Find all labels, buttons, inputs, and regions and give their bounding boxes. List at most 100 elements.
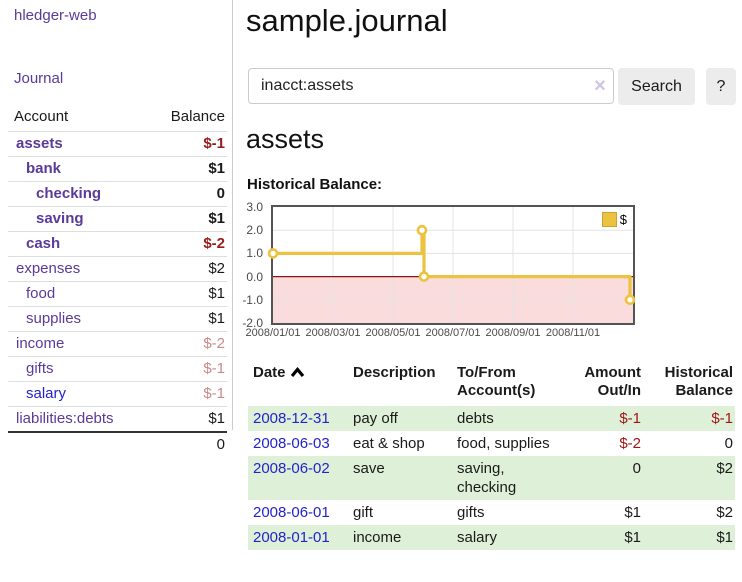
account-link-expenses[interactable]: expenses [16,260,81,277]
transaction-row: 2008-06-02 save saving, checking 0 $2 [248,456,735,500]
clear-search-icon[interactable]: × [594,75,606,97]
account-row: saving $1 [8,206,227,232]
account-balance: $-2 [145,231,227,257]
account-balance: $1 [145,306,227,332]
account-row: checking 0 [8,181,227,207]
y-tick: -2.0 [242,316,263,330]
account-link-bank[interactable]: bank [26,160,62,177]
historical-balance-chart: $ [267,205,636,325]
legend-swatch-icon [601,212,617,227]
account-link-liabilities-debts[interactable]: liabilities:debts [16,410,114,427]
transaction-row: 2008-12-31 pay off debts $-1 $-1 [248,406,735,431]
y-tick: 3.0 [246,200,263,214]
transaction-balance: $-1 [711,410,733,427]
transaction-date-link[interactable]: 2008-01-01 [253,529,330,546]
search-input[interactable] [248,68,614,104]
transaction-accounts: salary [457,529,498,546]
sort-ascending-icon [290,367,304,378]
x-tick: 2008/01/01 [245,327,301,339]
transaction-accounts: gifts [457,504,485,521]
transaction-description: income [353,529,402,546]
transaction-accounts: debts [457,410,494,427]
account-balance: $1 [145,206,227,232]
account-balance: $1 [145,156,227,182]
transaction-balance: $2 [716,504,733,521]
account-heading: assets [246,124,325,154]
page-title: sample.journal [246,3,448,38]
transaction-date-link[interactable]: 2008-06-02 [253,460,330,477]
transaction-description: save [353,460,385,477]
account-link-salary[interactable]: salary [26,385,67,402]
x-tick: 2008/09/01 [485,327,541,339]
account-row: assets $-1 [8,131,227,157]
transactions-table: Date Description To/From Account(s) Amou… [248,362,735,550]
account-row: supplies $1 [8,306,227,332]
column-header-balance: Historical Balance [664,364,733,399]
account-balance: $-2 [145,331,227,357]
account-link-supplies[interactable]: supplies [26,310,82,327]
transaction-date-link[interactable]: 2008-12-31 [253,410,330,427]
x-tick: 2008/11/01 [545,327,601,339]
account-balance: $2 [145,256,227,282]
account-link-assets[interactable]: assets [16,135,63,152]
chart-legend: $ [601,212,627,227]
account-balance: $-1 [145,381,227,407]
x-tick: 2008/05/01 [365,327,421,339]
transaction-date-link[interactable]: 2008-06-01 [253,504,330,521]
chart-title: Historical Balance: [247,176,383,193]
transaction-amount: $-1 [619,410,641,427]
account-link-checking[interactable]: checking [36,185,102,202]
transaction-description: eat & shop [353,435,425,452]
transaction-date-link[interactable]: 2008-06-03 [253,435,330,452]
help-button[interactable]: ? [706,68,736,105]
x-tick: 2008/07/01 [425,327,481,339]
x-tick: 2008/03/01 [305,327,361,339]
transaction-balance: $2 [716,460,733,477]
accounts-balance-table: Account Balance assets $-1 bank $1 checkin… [8,104,227,457]
account-row: food $1 [8,281,227,307]
y-tick: 0.0 [246,270,263,284]
transaction-amount: $1 [624,504,641,521]
transaction-balance: $1 [716,529,733,546]
column-header-date[interactable]: Date [248,362,348,406]
transaction-amount: $1 [624,529,641,546]
accounts-header-account: Account [14,108,69,125]
y-tick: -1.0 [242,293,263,307]
account-balance: $1 [145,281,227,307]
account-row: income $-2 [8,331,227,357]
search-button[interactable]: Search [618,68,695,105]
chart-canvas [267,207,636,323]
account-row: bank $1 [8,156,227,182]
column-header-amount: Amount Out/In [584,364,641,399]
transaction-amount: 0 [632,460,641,477]
account-row: cash $-2 [8,231,227,257]
account-link-gifts[interactable]: gifts [26,360,54,377]
accounts-total-value: 0 [145,431,227,457]
account-balance: $-1 [145,131,227,157]
y-tick: 2.0 [246,223,263,237]
account-link-cash[interactable]: cash [26,235,61,252]
column-header-accounts: To/From Account(s) [457,364,536,399]
transaction-accounts: saving, checking [457,460,517,496]
column-header-description: Description [353,364,436,381]
account-row: liabilities:debts $1 [8,406,227,432]
sidebar: hledger-web Journal Account Balance asse… [0,0,233,457]
account-link-food[interactable]: food [26,285,56,302]
account-link-income[interactable]: income [16,335,65,352]
transaction-row: 2008-01-01 income salary $1 $1 [248,525,735,550]
account-row: gifts $-1 [8,356,227,382]
app-title[interactable]: hledger-web [14,7,97,24]
accounts-header-balance: Balance [170,108,225,125]
account-row: salary $-1 [8,381,227,407]
account-row: expenses $2 [8,256,227,282]
account-link-saving[interactable]: saving [36,210,84,227]
account-balance: $1 [145,406,227,432]
accounts-total-row: 0 [8,431,227,457]
chart-x-axis-labels: 2008/01/01 2008/03/01 2008/05/01 2008/07… [245,327,633,343]
account-balance: $-1 [145,356,227,382]
sidebar-item-journal[interactable]: Journal [14,70,64,87]
transaction-accounts: food, supplies [457,435,550,452]
transaction-row: 2008-06-03 eat & shop food, supplies $-2… [248,431,735,456]
account-balance: 0 [145,181,227,207]
